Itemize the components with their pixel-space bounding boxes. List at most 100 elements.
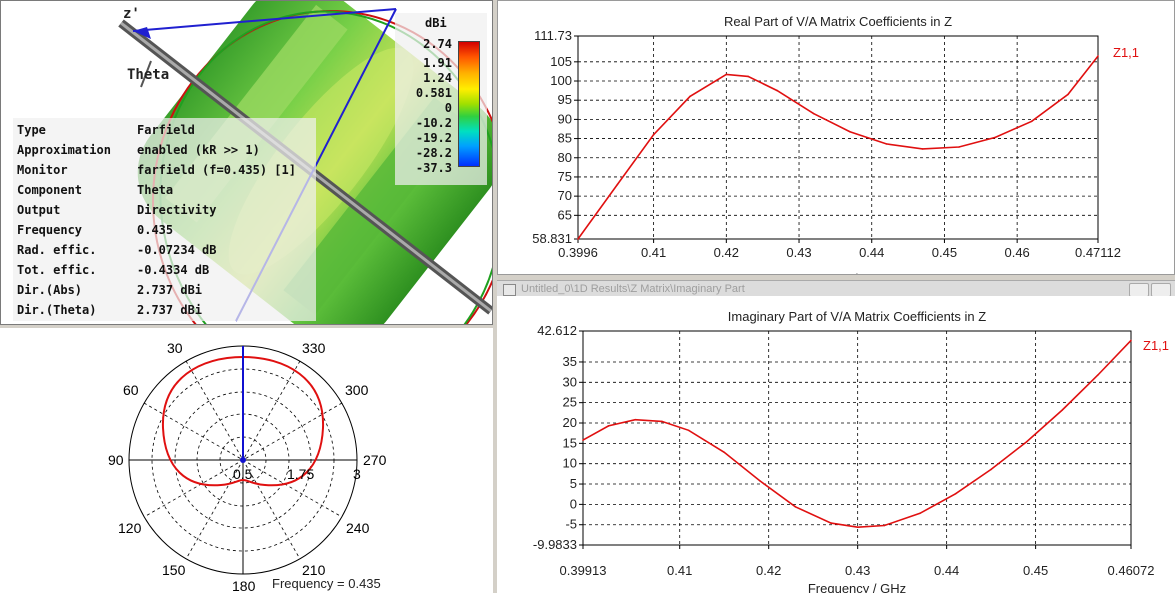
data-point: [830, 522, 832, 524]
data-point: [759, 480, 761, 482]
y-tick-label: 80: [558, 150, 572, 165]
data-point: [1130, 339, 1132, 342]
data-point: [812, 112, 815, 115]
imag-part-chart: Imaginary Part of V/A Matrix Coefficient…: [533, 309, 1169, 593]
data-point: [1067, 93, 1069, 96]
x-tick-label: 0.45: [932, 245, 957, 260]
x-tick-label: 0.45: [1023, 563, 1048, 578]
legend-value: -19.2: [415, 131, 452, 145]
polar-label-60: 60: [123, 382, 139, 398]
series-line: [582, 339, 1132, 529]
legend-value: -10.2: [415, 116, 452, 130]
data-point: [856, 526, 859, 528]
x-tick-label: 0.3996: [558, 245, 598, 260]
x-tick-label: 0.39913: [560, 563, 607, 578]
polar-label-30: 30: [167, 340, 183, 356]
polar-radial-label: 0.5: [233, 466, 253, 482]
y-tick-label: 111.73: [534, 28, 572, 43]
polar-footer: Frequency = 0.435: [272, 576, 381, 591]
legend-entry: Z1,1: [1143, 338, 1169, 353]
polar-plot: [128, 345, 358, 575]
data-point: [883, 524, 886, 527]
x-tick-label: 0.43: [786, 245, 811, 260]
legend-value: -37.3: [415, 161, 452, 175]
x-tick-label: 0.41: [641, 245, 666, 260]
data-point: [661, 420, 663, 423]
legend-entry: Z1,1: [1113, 45, 1139, 60]
polar-plot-panel[interactable]: 30 330 60 300 90 270 120 240 150 210 180…: [0, 328, 493, 593]
y-tick-label: 100: [550, 73, 572, 88]
data-point: [919, 512, 921, 515]
y-tick-label: 105: [550, 54, 572, 69]
x-tick-label: 0.41: [667, 563, 692, 578]
polar-label-120: 120: [118, 520, 142, 536]
data-point: [776, 89, 778, 92]
data-point: [1097, 55, 1099, 57]
plot-frame: [577, 35, 1099, 240]
restore-button[interactable]: [1151, 283, 1171, 297]
y-tick-label: 75: [558, 169, 572, 184]
y-tick-label: 30: [563, 374, 577, 389]
real-part-chart-panel[interactable]: Real Part of V/A Matrix Coefficients in …: [497, 0, 1175, 275]
data-point: [582, 439, 584, 441]
legend-value: 0.581: [415, 86, 452, 100]
x-axis-label: Frequency / GHz: [808, 581, 906, 593]
legend-value: 1.24: [423, 71, 452, 85]
data-point: [616, 183, 619, 186]
y-tick-label: 25: [563, 395, 577, 410]
x-tick-label: 0.43: [845, 563, 870, 578]
data-point: [994, 136, 997, 139]
legend-unit: dBi: [425, 16, 447, 30]
farfield-3d-view[interactable]: z' Theta dBi 2.74 1.91 1.24 0.581 0 -10.…: [0, 0, 493, 325]
legend-color-bar: [458, 41, 480, 167]
polar-label-300: 300: [345, 382, 369, 398]
farfield-info-table: Type Farfield Approximation enabled (kR >>…: [13, 118, 316, 321]
minimize-button[interactable]: [1129, 283, 1149, 297]
x-axis-label: Frequency / GHz: [789, 271, 887, 274]
polar-radial-label: 1.75: [287, 466, 315, 482]
y-tick-label: 85: [558, 131, 572, 146]
data-point: [921, 148, 924, 150]
y-tick-label: -5: [565, 517, 577, 532]
plot-frame: [582, 330, 1132, 546]
imag-window-title: Untitled_0\1D Results\Z Matrix\Imaginary…: [521, 283, 745, 295]
polar-label-240: 240: [346, 520, 370, 536]
y-tick-label: 20: [563, 415, 577, 430]
data-point: [954, 493, 957, 495]
data-point: [849, 130, 851, 133]
data-point: [747, 75, 749, 78]
data-point: [689, 95, 691, 98]
color-legend: dBi 2.74 1.91 1.24 0.581 0 -10.2 -19.2 -…: [395, 13, 487, 185]
polar-label-210: 210: [302, 562, 326, 578]
imag-part-chart-panel[interactable]: Imaginary Part of V/A Matrix Coefficient…: [497, 296, 1175, 593]
x-tick-label: 0.46: [1004, 245, 1029, 260]
legend-value: -28.2: [415, 146, 452, 160]
data-point: [577, 238, 579, 240]
data-point: [687, 429, 690, 432]
legend-value: 1.91: [423, 56, 452, 70]
x-tick-label: 0.42: [756, 563, 781, 578]
polar-label-150: 150: [162, 562, 186, 578]
x-tick-label: 0.44: [859, 245, 884, 260]
axis-label-z: z': [123, 6, 140, 22]
legend-value: 2.74: [423, 37, 452, 51]
data-point: [794, 506, 797, 508]
polar-label-180: 180: [232, 578, 256, 593]
radiation-pattern-curve: [161, 355, 325, 487]
data-point: [1030, 120, 1033, 123]
legend-value: 0: [444, 101, 452, 115]
data-point: [725, 73, 728, 76]
data-point: [1097, 374, 1099, 376]
chart-title: Imaginary Part of V/A Matrix Coefficient…: [728, 309, 986, 324]
real-part-chart: Real Part of V/A Matrix Coefficients in …: [532, 14, 1139, 274]
polar-radial-label: 3: [353, 466, 361, 482]
y-tick-label: 65: [558, 207, 572, 222]
x-tick-label: 0.46072: [1108, 563, 1155, 578]
x-tick-label: 0.47112: [1075, 245, 1121, 260]
y-tick-label: 5: [570, 476, 577, 491]
y-tick-label: 0: [570, 496, 577, 511]
data-point: [885, 143, 888, 145]
y-tick-label: -9.9833: [533, 537, 577, 552]
polar-label-90: 90: [108, 452, 124, 468]
y-tick-label: 70: [558, 188, 572, 203]
